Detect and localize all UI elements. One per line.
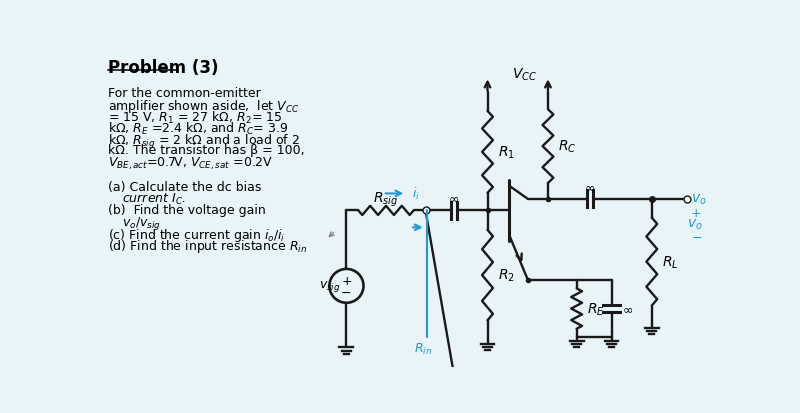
Text: $R_L$: $R_L$ [662, 254, 678, 270]
Text: $i_i$: $i_i$ [411, 185, 419, 201]
Text: (c) Find the current gain $i_o/i_i$: (c) Find the current gain $i_o/i_i$ [108, 226, 285, 243]
Text: kΩ. The transistor has β = 100,: kΩ. The transistor has β = 100, [108, 144, 304, 157]
Text: $R_{sig}$: $R_{sig}$ [374, 190, 398, 209]
Text: (d) Find the input resistance $R_{in}$: (d) Find the input resistance $R_{in}$ [108, 238, 307, 255]
Text: $v_o$: $v_o$ [687, 218, 703, 232]
Text: −: − [342, 286, 352, 299]
Text: $R_E$: $R_E$ [586, 301, 605, 317]
Text: For the common-emitter: For the common-emitter [108, 86, 261, 100]
Text: $v_{sig}$: $v_{sig}$ [318, 279, 340, 294]
Text: ∞: ∞ [622, 302, 633, 315]
Text: ∞: ∞ [585, 180, 595, 194]
Text: kΩ, $R_E$ =2.4 kΩ, and $R_C$= 3.9: kΩ, $R_E$ =2.4 kΩ, and $R_C$= 3.9 [108, 121, 288, 137]
Text: −: − [691, 231, 702, 244]
Text: = 15 V, $R_1$ = 27 kΩ, $R_2$= 15: = 15 V, $R_1$ = 27 kΩ, $R_2$= 15 [108, 109, 282, 126]
Text: $R_2$: $R_2$ [498, 267, 514, 284]
Text: +: + [341, 274, 352, 287]
Text: $V_{CC}$: $V_{CC}$ [512, 66, 538, 83]
Text: kΩ, $R_{sig}$ = 2 kΩ and a load of 2: kΩ, $R_{sig}$ = 2 kΩ and a load of 2 [108, 133, 300, 150]
Text: ∞: ∞ [449, 192, 459, 205]
Text: (a) Calculate the dc bias: (a) Calculate the dc bias [108, 180, 261, 193]
Text: +: + [690, 206, 701, 220]
Text: $v_o/v_{sig}$: $v_o/v_{sig}$ [122, 215, 161, 232]
Text: $V_{BE,act}$=0.7V, $V_{CE,sat}$ =0.2V: $V_{BE,act}$=0.7V, $V_{CE,sat}$ =0.2V [108, 156, 273, 172]
Text: $R_{in}$: $R_{in}$ [414, 342, 432, 356]
Text: $R_C$: $R_C$ [558, 138, 577, 155]
Text: $v_o$: $v_o$ [690, 192, 706, 206]
Text: (b)  Find the voltage gain: (b) Find the voltage gain [108, 203, 266, 216]
Text: current $I_C$.: current $I_C$. [122, 192, 186, 207]
Text: Problem (3): Problem (3) [108, 59, 218, 77]
Text: $R_1$: $R_1$ [498, 144, 514, 161]
Text: amplifier shown aside,  let $V_{CC}$: amplifier shown aside, let $V_{CC}$ [108, 98, 299, 115]
